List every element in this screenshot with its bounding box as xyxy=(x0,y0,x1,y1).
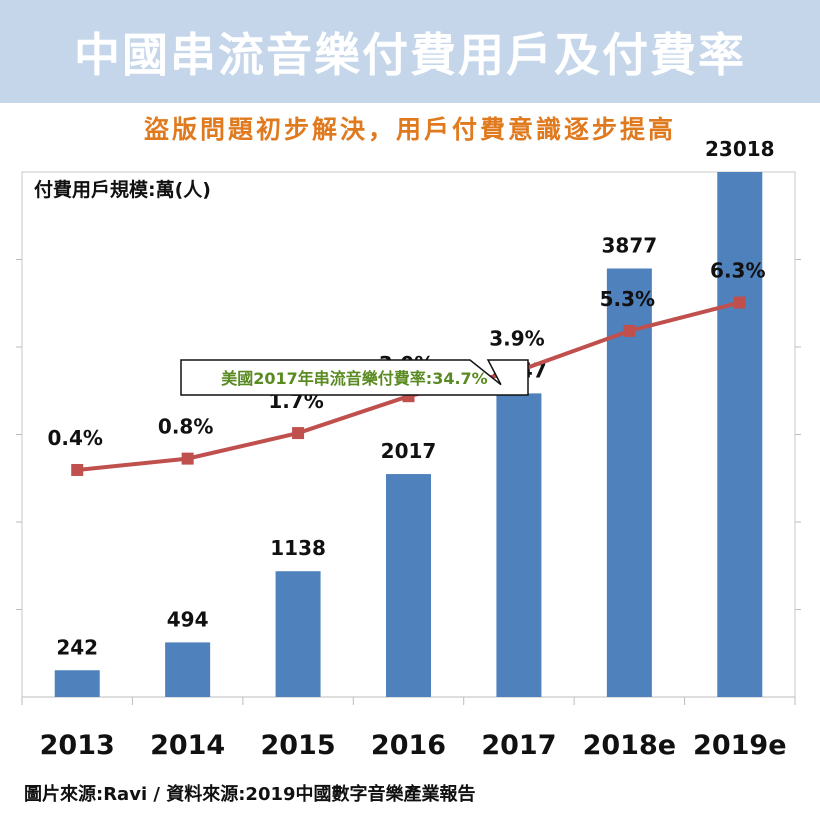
chart-title: 中國串流音樂付費用戶及付費率 xyxy=(74,27,746,82)
rate-marker xyxy=(733,296,746,309)
x-tick-label: 2013 xyxy=(40,730,115,761)
bar xyxy=(717,172,763,697)
x-tick-label: 2014 xyxy=(150,730,225,761)
bar xyxy=(275,571,321,697)
x-tick-label: 2015 xyxy=(260,730,335,761)
rate-marker xyxy=(623,324,636,337)
rate-marker xyxy=(181,452,194,465)
bars xyxy=(54,172,763,697)
bar xyxy=(386,474,431,697)
callout-text: 美國2017年串流音樂付費率:34.7% xyxy=(221,369,487,388)
rate-marker xyxy=(71,463,84,476)
x-tick-label: 2019e xyxy=(693,730,786,761)
bar-value-label: 494 xyxy=(167,607,209,631)
rate-value-label: 3.9% xyxy=(489,327,544,351)
x-tick-labels: 2013 2014 2015 2016 2017 2018e 2019e xyxy=(40,730,787,761)
annotation-callout: 美國2017年串流音樂付費率:34.7% xyxy=(180,359,529,396)
bar-value-label: 242 xyxy=(56,635,98,659)
rate-value-label: 5.3% xyxy=(600,287,655,311)
rate-line xyxy=(71,296,746,476)
x-tick-label: 2017 xyxy=(481,730,556,761)
rate-labels: 0.4%0.8%1.7%3.0%3.9%5.3%6.3% xyxy=(47,259,765,450)
x-tick-label: 2018e xyxy=(583,730,676,761)
chart-subtitle: 盜版問題初步解決，用戶付費意識逐步提高 xyxy=(143,115,676,144)
callout-box xyxy=(180,359,529,396)
rate-value-label: 6.3% xyxy=(710,259,765,283)
bar-value-label: 23018 xyxy=(705,137,775,161)
rate-value-label: 0.4% xyxy=(47,426,102,450)
bar xyxy=(496,393,542,697)
bar xyxy=(165,642,211,697)
bar xyxy=(54,670,100,697)
bar-value-label: 3877 xyxy=(602,233,658,257)
title-banner: 中國串流音樂付費用戶及付費率 xyxy=(0,0,820,103)
bar-value-label: 1138 xyxy=(270,536,326,560)
rate-marker xyxy=(292,427,305,440)
y-axis-label: 付費用戶規模:萬(人) xyxy=(34,179,211,201)
bar-value-label: 2017 xyxy=(381,439,437,463)
x-tick-label: 2016 xyxy=(371,730,446,761)
bar xyxy=(606,268,652,697)
rate-value-label: 0.8% xyxy=(158,415,213,439)
source-note: 圖片來源:Ravi / 資料來源:2019中國數字音樂產業報告 xyxy=(24,784,476,805)
